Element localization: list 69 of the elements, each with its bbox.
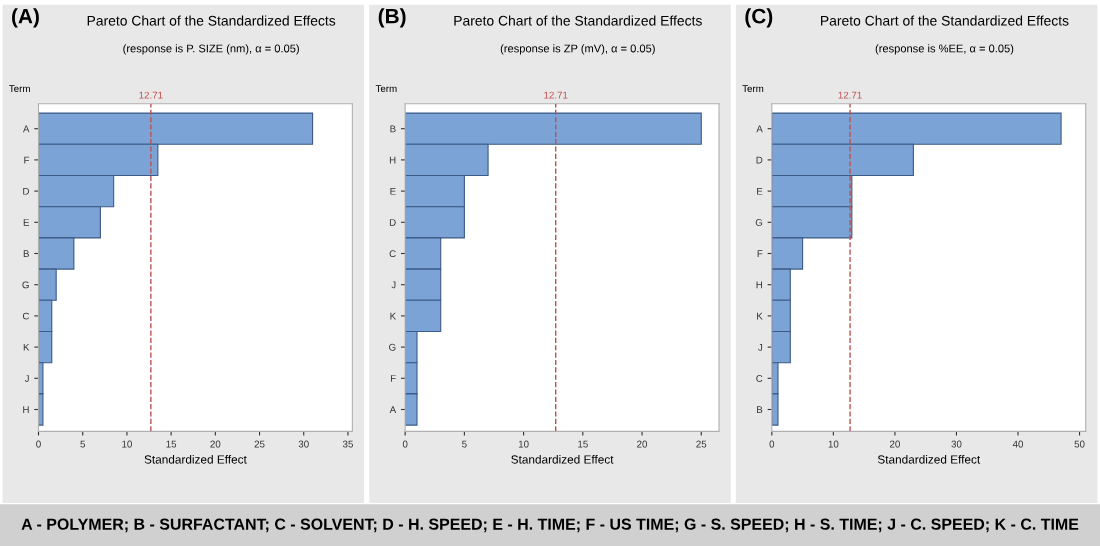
y-tick-label: A [23,125,30,133]
y-tick-label: A [389,406,397,414]
chart-subtitle: (response is P. SIZE (nm), α = 0.05) [123,44,299,55]
y-tick-label: K [757,312,763,320]
x-axis-title: Standardized Effect [144,454,247,464]
x-tick-label: 25 [254,440,265,448]
x-tick-label: 30 [298,440,309,448]
y-tick-label: J [391,281,396,289]
text: (A) [12,8,39,28]
x-tick-label: 0 [769,440,775,448]
y-tick-label: K [390,312,397,320]
y-tick-label: C [389,250,396,258]
x-tick-label: 10 [122,440,132,448]
x-tick-label: 30 [951,440,962,448]
x-tick-label: 10 [518,440,529,448]
chart-title: Pareto Chart of the Standardized Effects [454,15,702,26]
y-tick-label: D [23,187,30,195]
y-tick-label: J [24,375,29,382]
text: (B) [378,8,406,28]
x-tick-label: 20 [890,440,900,448]
y-axis-title: Term [9,85,30,92]
y-tick-label: B [23,250,29,258]
x-tick-label: 0 [36,440,41,448]
y-tick-label: B [390,125,396,133]
x-tick-label: 35 [342,440,353,448]
text: (C) [745,8,773,28]
chart-title: Pareto Chart of the Standardized Effects [821,15,1069,26]
y-tick-label: F [24,156,30,164]
y-axis-title: Term [742,85,764,92]
x-tick-label: 50 [1074,440,1085,448]
y-tick-label: H [756,281,763,289]
y-tick-label: H [23,406,29,414]
y-tick-label: E [757,187,763,195]
x-tick-label: 15 [166,440,177,448]
y-tick-label: A [756,125,763,133]
y-tick-label: G [755,219,763,226]
y-tick-label: E [390,187,396,195]
x-tick-label: 20 [210,440,221,448]
ref-line-label: 12.71 [838,91,862,99]
x-tick-label: 5 [80,440,85,448]
chart-subtitle: (response is ZP (mV), α = 0.05) [500,44,655,55]
y-tick-label: D [756,156,763,164]
ref-line-label: 12.71 [139,91,163,99]
y-tick-label: G [389,343,396,351]
ref-line-label: 12.71 [544,91,568,99]
y-tick-label: C [22,312,30,320]
y-tick-label: C [756,375,763,382]
y-tick-label: F [757,250,763,258]
chart-title: Pareto Chart of the Standardized Effects [87,15,336,26]
x-tick-label: 5 [462,440,467,448]
y-tick-label: J [758,343,763,351]
chart-subtitle: (response is %EE, α = 0.05) [875,44,1014,55]
y-tick-label: H [389,156,396,164]
x-tick-label: 15 [578,440,588,448]
x-tick-label: 10 [828,440,839,448]
y-tick-label: B [757,406,763,414]
y-tick-label: E [23,219,30,226]
x-tick-label: 40 [1012,440,1024,448]
y-tick-label: G [22,281,29,289]
x-tick-label: 25 [696,440,707,448]
x-tick-label: 20 [637,440,648,448]
text: A - POLYMER; B - SURFACTANT; C - SOLVENT; D - H. SPEED; E - H. TIME; F - US TIME; G - S. SPEED; H - S. TIME; J - C. SPEED; K - C. TIME [21,518,1079,533]
y-tick-label: D [389,219,396,226]
y-tick-label: F [391,375,396,382]
x-tick-label: 0 [402,440,408,448]
x-axis-title: Standardized Effect [877,454,981,464]
y-tick-label: K [23,343,30,351]
x-axis-title: Standardized Effect [511,454,614,464]
y-axis-title: Term [375,85,397,92]
